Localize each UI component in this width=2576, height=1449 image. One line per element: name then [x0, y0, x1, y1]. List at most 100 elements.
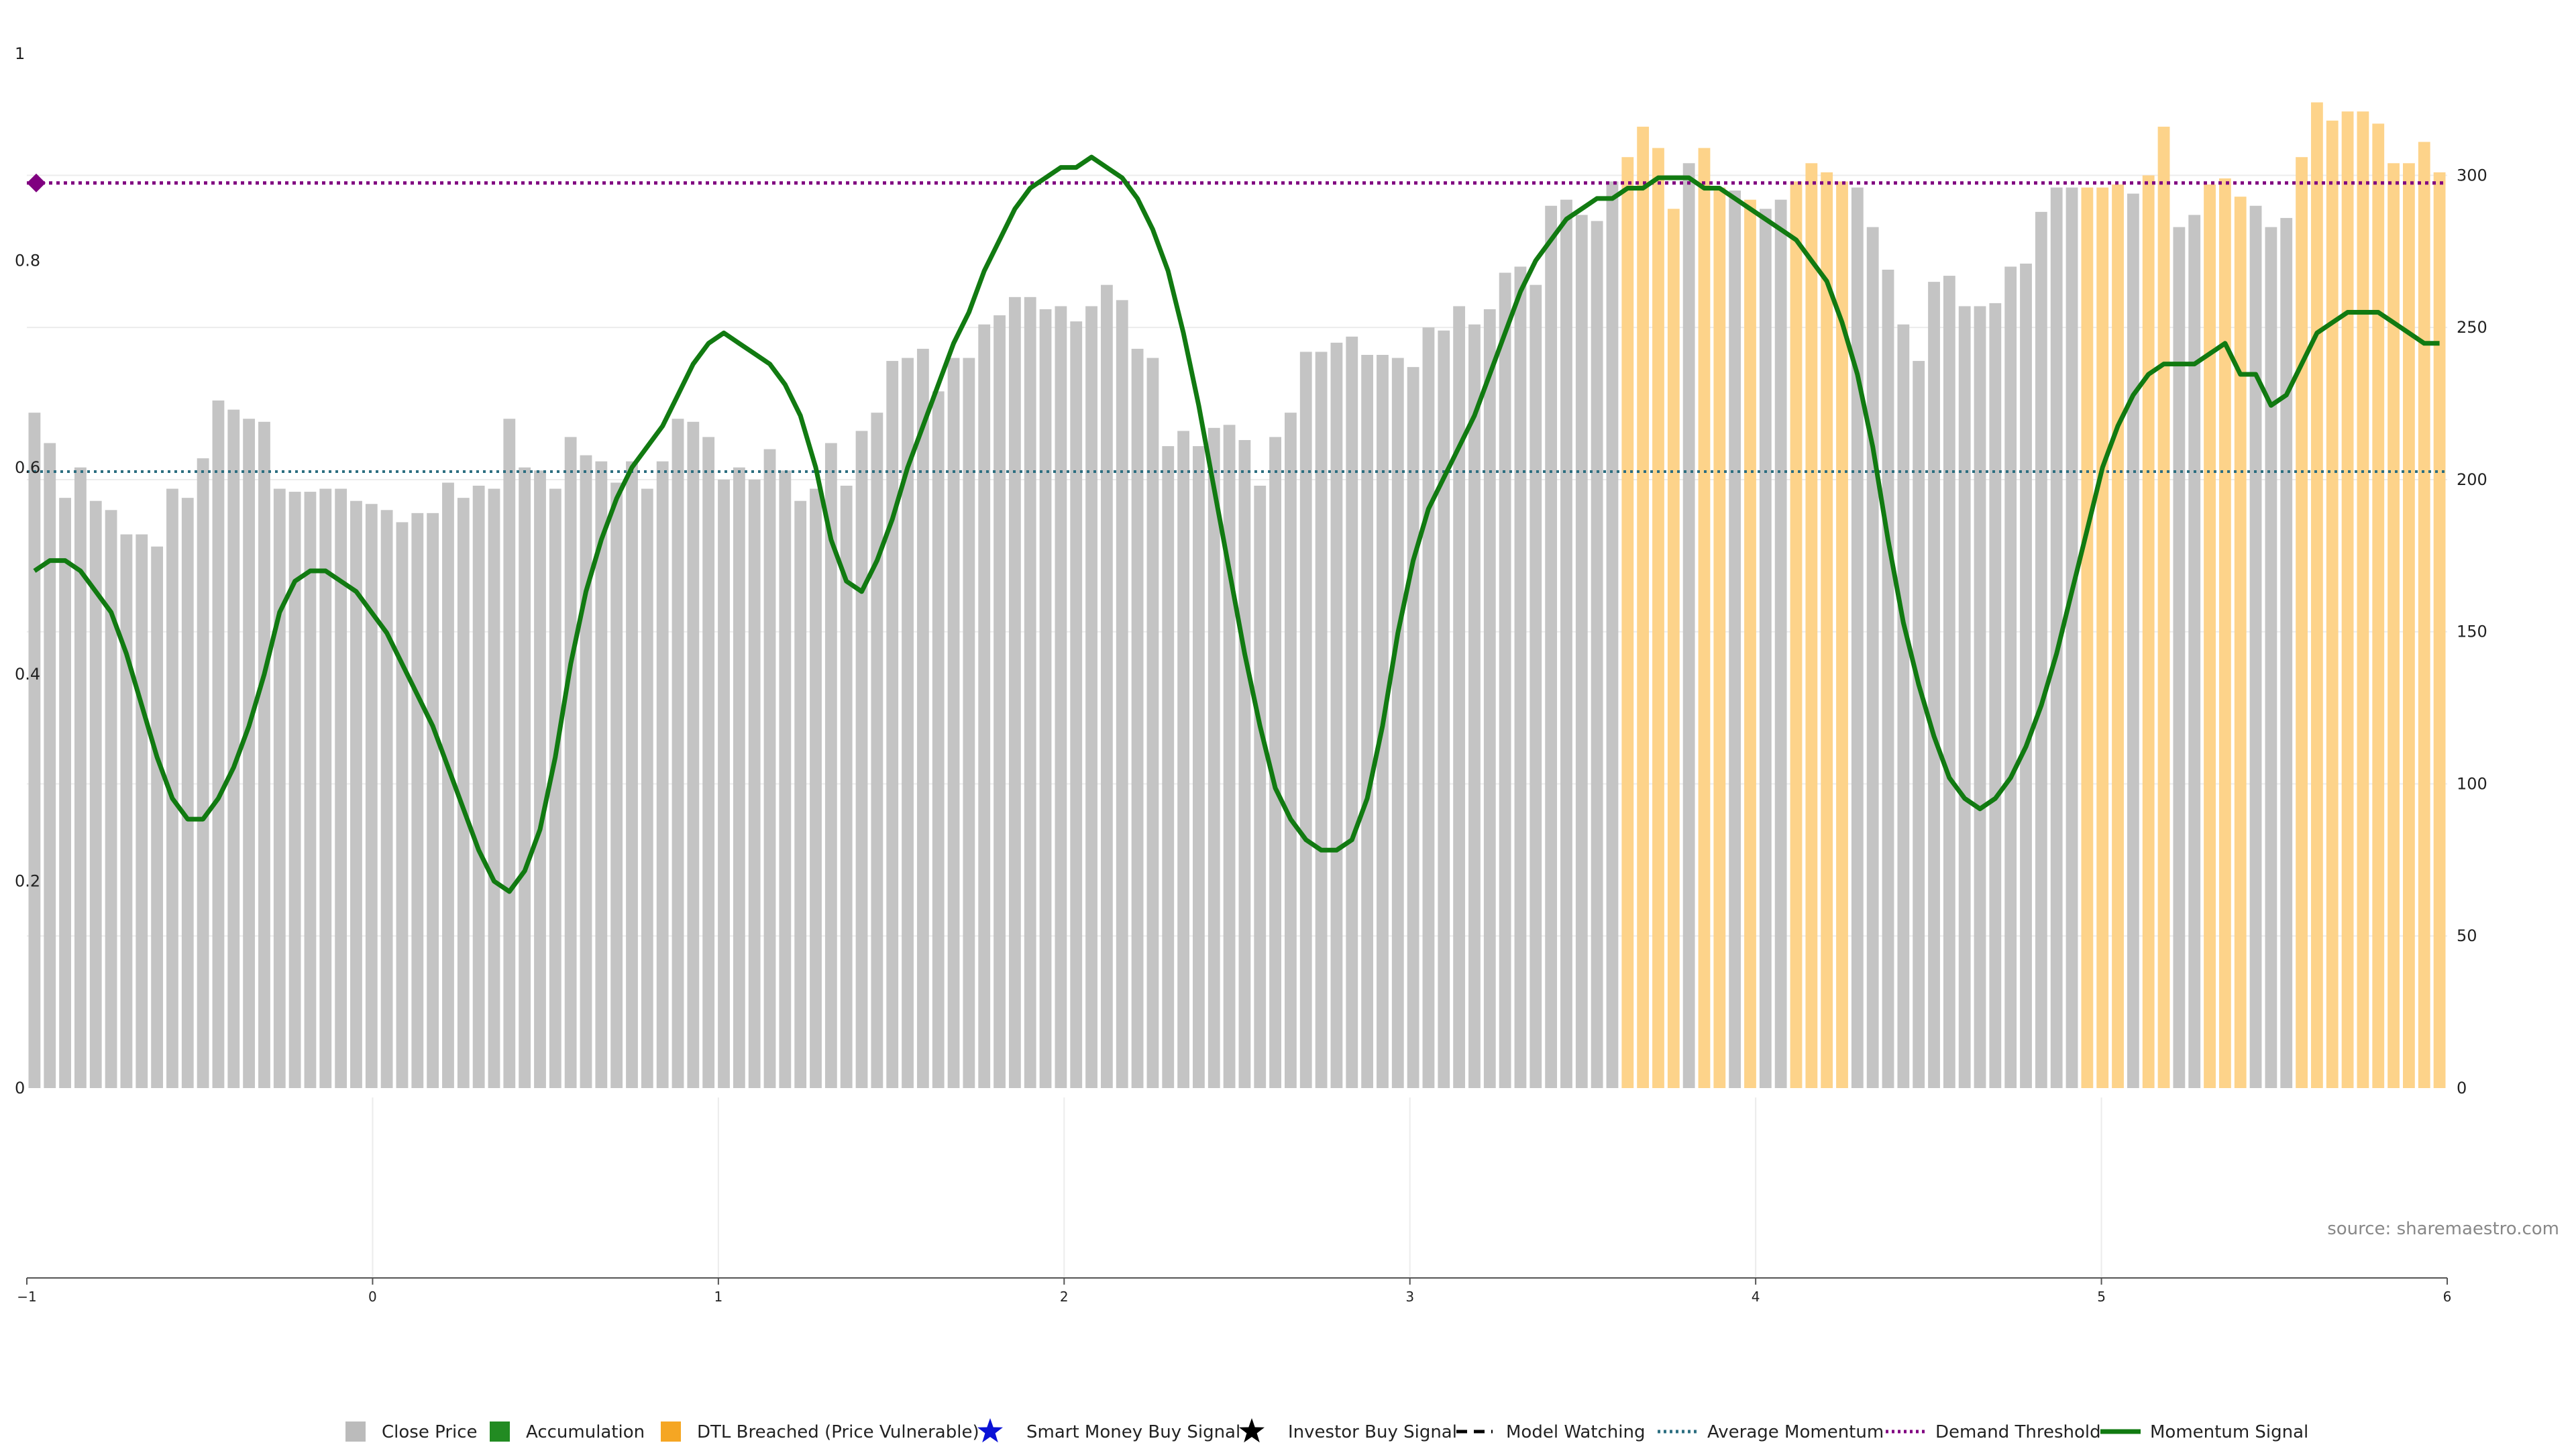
- close-price-bar: [1039, 309, 1052, 1088]
- dtl-breached-bar: [2326, 120, 2339, 1088]
- close-price-bar: [335, 488, 347, 1088]
- dtl-breached-bar: [2234, 197, 2247, 1088]
- legend-label: Model Watching: [1506, 1422, 1645, 1442]
- close-price-bar: [855, 431, 868, 1088]
- close-price-bar: [1545, 205, 1558, 1089]
- legend-label: Investor Buy Signal: [1288, 1422, 1457, 1442]
- legend-item: Model Watching: [1456, 1422, 1645, 1442]
- dtl-breached-bar: [1790, 181, 1803, 1088]
- legend-item: Investor Buy Signal: [1239, 1418, 1457, 1443]
- close-price-bar: [227, 409, 240, 1088]
- dtl-breached-bar: [2433, 172, 2446, 1088]
- close-price-bar: [2035, 211, 2047, 1088]
- close-price-bar: [963, 358, 975, 1088]
- close-price-bar: [319, 488, 332, 1088]
- close-price-bar: [1055, 306, 1067, 1088]
- close-price-bar: [1453, 306, 1466, 1088]
- legend-swatch: [490, 1421, 510, 1442]
- close-price-bar: [626, 461, 638, 1088]
- close-price-bar: [1285, 413, 1297, 1088]
- dtl-breached-bar: [1744, 199, 1756, 1089]
- close-price-bar: [350, 500, 362, 1088]
- close-price-bar: [1315, 352, 1328, 1089]
- bottom-axis-tick-label: 5: [2097, 1289, 2106, 1305]
- close-price-bar: [304, 492, 317, 1088]
- close-price-bar: [978, 324, 991, 1089]
- close-price-bar: [994, 315, 1006, 1089]
- close-price-bar: [564, 437, 577, 1088]
- close-price-bar: [212, 400, 225, 1088]
- demand-threshold-marker: [27, 173, 46, 193]
- close-price-bar: [610, 482, 623, 1088]
- right-axis-tick-label: 200: [2457, 470, 2487, 489]
- dtl-breached-bar: [2357, 111, 2369, 1088]
- dtl-breached-bar: [1621, 157, 1634, 1089]
- close-price-bar: [1882, 270, 1894, 1089]
- close-price-bar: [718, 479, 730, 1088]
- bottom-axis-tick-label: 1: [714, 1289, 722, 1305]
- dtl-breached-bar: [2310, 102, 2323, 1089]
- dtl-breached-bar: [2403, 163, 2415, 1088]
- close-price-bar: [519, 467, 531, 1088]
- close-price-bar: [1269, 437, 1281, 1088]
- close-price-bar: [243, 419, 256, 1088]
- close-price-bar: [1008, 297, 1021, 1089]
- close-price-bar: [2280, 217, 2293, 1088]
- close-price-bar: [932, 391, 945, 1088]
- close-price-bar: [824, 443, 837, 1088]
- close-price-bar: [1499, 272, 1511, 1089]
- right-axis-tick-label: 50: [2457, 926, 2477, 945]
- close-price-bar: [136, 534, 148, 1088]
- close-price-bar: [1928, 282, 1940, 1088]
- close-price-bar: [886, 361, 899, 1088]
- legend-star-icon: [1239, 1418, 1265, 1443]
- close-price-bar: [472, 486, 485, 1088]
- close-price-bar: [59, 498, 71, 1088]
- close-price-bar: [197, 458, 209, 1088]
- close-price-bar: [89, 500, 102, 1088]
- legend-item: Accumulation: [490, 1421, 645, 1442]
- right-axis-tick-label: 250: [2457, 318, 2487, 337]
- close-price-bar: [1851, 187, 1864, 1088]
- left-axis-tick-label: 0.8: [15, 251, 40, 270]
- right-axis-tick-label: 300: [2457, 166, 2487, 184]
- left-axis-tick-label: 0.4: [15, 665, 40, 684]
- close-price-bar: [411, 513, 424, 1088]
- legend-item: DTL Breached (Price Vulnerable): [661, 1421, 979, 1442]
- dtl-breached-bar: [2418, 142, 2430, 1088]
- dtl-breached-bar: [1805, 163, 1818, 1088]
- close-price-bar: [1560, 199, 1572, 1089]
- close-price-bar: [151, 546, 164, 1088]
- close-price-bar: [105, 510, 117, 1088]
- close-price-bar: [1774, 199, 1787, 1089]
- legend-label: Demand Threshold: [1935, 1422, 2101, 1442]
- close-price-bar: [396, 522, 409, 1088]
- close-price-bar: [1529, 284, 1542, 1088]
- close-price-bar: [549, 488, 561, 1088]
- bottom-axis-tick-label: 3: [1405, 1289, 1414, 1305]
- bottom-axis-tick-label: 4: [1752, 1289, 1760, 1305]
- close-price-bar: [488, 488, 500, 1088]
- close-price-bar: [2020, 263, 2032, 1088]
- close-price-bar: [1193, 446, 1205, 1088]
- close-price-bar: [1407, 367, 1419, 1089]
- close-price-bar: [840, 486, 853, 1088]
- dtl-breached-bar: [2081, 187, 2094, 1088]
- dtl-breached-bar: [2218, 178, 2231, 1089]
- close-price-bar: [1116, 300, 1128, 1088]
- close-price-bar: [1514, 266, 1527, 1088]
- right-axis-tick-label: 0: [2457, 1079, 2467, 1097]
- dtl-breached-bar: [2387, 163, 2400, 1088]
- left-axis-tick-label: 0: [15, 1079, 25, 1097]
- close-price-bar: [273, 488, 286, 1088]
- close-price-bar: [1897, 324, 1910, 1089]
- close-price-bar: [672, 419, 684, 1088]
- close-price-bar: [28, 413, 41, 1088]
- close-price-bar: [947, 358, 960, 1088]
- legend-swatch: [345, 1421, 366, 1442]
- right-axis-tick-label: 100: [2457, 774, 2487, 793]
- close-price-bar: [166, 488, 178, 1088]
- legend-label: Accumulation: [526, 1422, 645, 1442]
- close-price-bar: [1759, 209, 1772, 1088]
- legend-label: DTL Breached (Price Vulnerable): [697, 1422, 979, 1442]
